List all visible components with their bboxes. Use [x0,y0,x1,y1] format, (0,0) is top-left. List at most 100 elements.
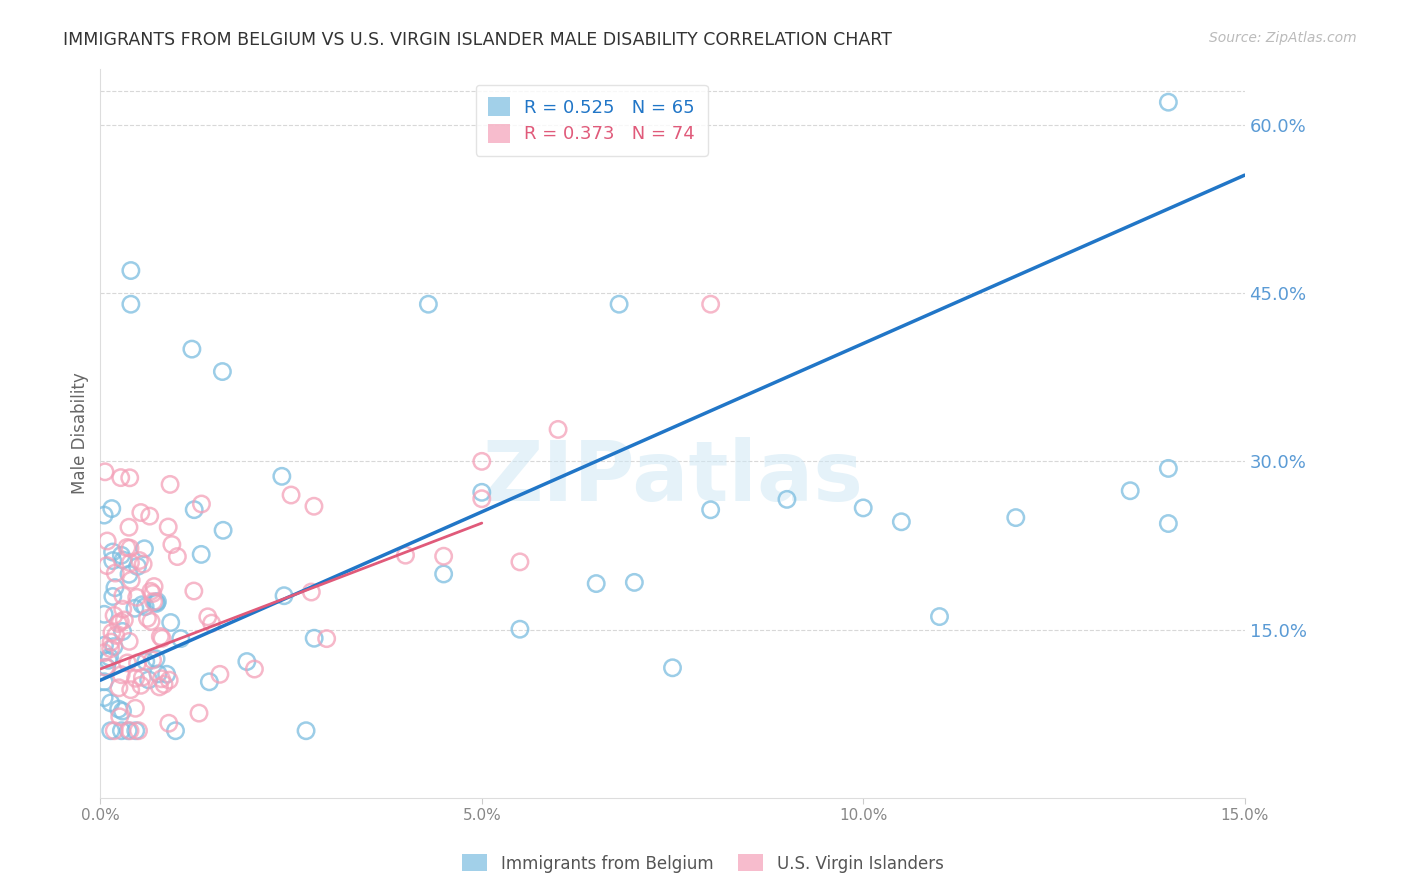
Point [120,297,142,311]
Point [111,589,134,603]
Point [145,652,167,666]
Point [471,491,494,506]
Point [124,601,146,615]
Point [108,710,131,724]
Point [96,534,118,549]
Point [138,509,160,524]
Point [107,702,129,716]
Point [928,609,950,624]
Point [200,616,222,631]
Point [120,682,142,697]
Point [103,723,125,738]
Point [111,624,134,639]
Point [1157,461,1180,475]
Point [302,632,325,646]
Point [100,635,122,649]
Point [143,580,166,594]
Point [208,667,231,681]
Point [98,650,121,665]
Y-axis label: Male Disability: Male Disability [72,373,89,494]
Point [93,607,115,622]
Point [101,545,124,559]
Point [135,654,157,668]
Point [661,661,683,675]
Point [131,670,153,684]
Point [120,556,142,570]
Point [585,576,607,591]
Point [197,610,219,624]
Point [100,723,122,738]
Point [93,646,115,660]
Point [433,566,456,581]
Text: IMMIGRANTS FROM BELGIUM VS U.S. VIRGIN ISLANDER MALE DISABILITY CORRELATION CHAR: IMMIGRANTS FROM BELGIUM VS U.S. VIRGIN I… [63,31,893,49]
Point [159,477,181,491]
Point [127,656,149,670]
Text: Source: ZipAtlas.com: Source: ZipAtlas.com [1209,31,1357,45]
Point [852,500,875,515]
Point [112,553,135,567]
Point [157,716,180,731]
Point [93,674,115,689]
Point [117,723,139,738]
Point [120,263,142,277]
Point [471,485,494,500]
Point [236,655,259,669]
Point [1119,483,1142,498]
Point [118,567,141,582]
Point [142,653,165,667]
Point [94,465,117,479]
Point [150,672,173,686]
Point [103,608,125,623]
Point [118,723,141,738]
Point [394,548,416,562]
Point [100,501,122,516]
Point [93,508,115,522]
Point [127,723,149,738]
Point [112,613,135,627]
Legend: R = 0.525   N = 65, R = 0.373   N = 74: R = 0.525 N = 65, R = 0.373 N = 74 [475,85,707,156]
Point [101,590,124,604]
Point [142,586,165,600]
Point [124,671,146,685]
Point [120,574,142,588]
Point [115,541,138,555]
Point [111,704,134,718]
Point [315,632,337,646]
Point [280,488,302,502]
Point [124,701,146,715]
Point [146,666,169,681]
Point [1157,95,1180,110]
Point [94,660,117,674]
Point [299,585,322,599]
Point [183,502,205,516]
Point [212,524,235,538]
Point [270,469,292,483]
Point [138,673,160,687]
Point [150,632,173,646]
Point [118,634,141,648]
Point [180,342,202,356]
Point [170,632,193,646]
Point [607,297,630,311]
Point [146,595,169,609]
Point [145,596,167,610]
Point [118,471,141,485]
Point [273,589,295,603]
Point [149,630,172,644]
Point [110,723,132,738]
Point [131,598,153,612]
Point [117,656,139,670]
Point [509,555,531,569]
Point [160,537,183,551]
Point [547,422,569,436]
Point [108,681,131,695]
Point [101,625,124,640]
Point [159,615,181,630]
Point [188,706,211,720]
Point [153,677,176,691]
Point [148,680,170,694]
Point [243,662,266,676]
Point [136,611,159,625]
Point [118,541,141,556]
Point [110,548,132,562]
